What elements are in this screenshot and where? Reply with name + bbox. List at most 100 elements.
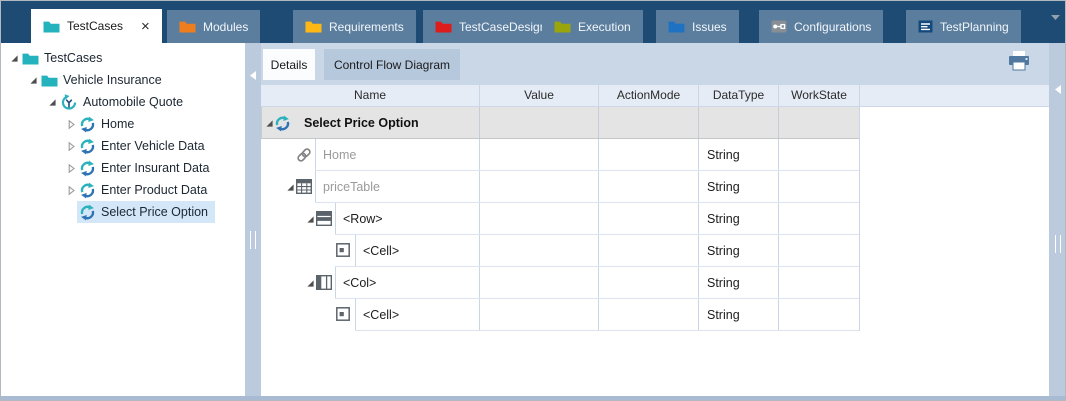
grid-row-cell-6[interactable]: <Cell> String: [261, 299, 859, 331]
tree-item-home[interactable]: Home: [1, 113, 245, 135]
datatype-cell[interactable]: String: [698, 299, 778, 331]
datatype-cell[interactable]: String: [698, 203, 778, 235]
tab-label: TestCaseDesign: [459, 19, 547, 34]
tab-modules[interactable]: Modules: [167, 10, 261, 43]
tab-testplanning[interactable]: TestPlanning: [906, 10, 1021, 43]
expanded-icon[interactable]: [264, 118, 274, 128]
teststep-icon: [79, 138, 96, 155]
tree-item-enter-vehicle-data[interactable]: Enter Vehicle Data: [1, 135, 245, 157]
value-cell[interactable]: [479, 267, 598, 299]
tab-details[interactable]: Details: [263, 49, 315, 80]
workstate-cell[interactable]: [778, 203, 859, 235]
tree-node[interactable]: TestCases: [20, 47, 109, 69]
grid-row-select-price-option-0[interactable]: Select Price Option: [261, 107, 859, 139]
datatype-cell-value: String: [707, 308, 740, 322]
workstate-cell[interactable]: [778, 235, 859, 267]
tab-control-flow-diagram[interactable]: Control Flow Diagram: [324, 49, 460, 80]
chevron-down-icon[interactable]: [1051, 15, 1060, 20]
tree-item-enter-insurant-data[interactable]: Enter Insurant Data: [1, 157, 245, 179]
close-icon[interactable]: ×: [141, 17, 150, 35]
grid-column-header-workstate[interactable]: WorkState: [778, 85, 859, 106]
tree-node[interactable]: Enter Vehicle Data: [77, 135, 212, 157]
actionmode-cell[interactable]: [598, 203, 698, 235]
tree-node[interactable]: Select Price Option: [77, 201, 215, 223]
tree-item-label: Enter Product Data: [101, 183, 208, 197]
expanded-icon[interactable]: [28, 75, 38, 85]
tab-execution[interactable]: Execution: [542, 10, 643, 43]
value-cell[interactable]: [479, 107, 598, 139]
tab-configurations[interactable]: Configurations: [759, 10, 884, 43]
row-separator: [315, 202, 859, 203]
grid-row-row-3[interactable]: <Row> String: [261, 203, 859, 235]
value-cell[interactable]: [479, 235, 598, 267]
grid-column-header-value[interactable]: Value: [479, 85, 598, 106]
workstate-cell[interactable]: [778, 139, 859, 171]
tree-item-label: Select Price Option: [101, 205, 208, 219]
workstate-cell[interactable]: [778, 299, 859, 331]
value-cell[interactable]: [479, 171, 598, 203]
printer-icon[interactable]: [1007, 51, 1031, 71]
workstate-cell[interactable]: [778, 107, 859, 139]
folder-icon: [179, 20, 196, 33]
actionmode-cell[interactable]: [598, 139, 698, 171]
grid-column-header-actionmode[interactable]: ActionMode: [598, 85, 698, 106]
collapsed-icon[interactable]: [66, 119, 76, 130]
tree-node[interactable]: Enter Insurant Data: [77, 157, 216, 179]
expanded-icon[interactable]: [305, 278, 315, 288]
actionmode-cell[interactable]: [598, 299, 698, 331]
tab-issues[interactable]: Issues: [656, 10, 739, 43]
actionmode-cell[interactable]: [598, 267, 698, 299]
tree-item-vehicle-insurance[interactable]: Vehicle Insurance: [1, 69, 245, 91]
right-splitter[interactable]: [1049, 43, 1065, 396]
grid-column-header-datatype[interactable]: DataType: [698, 85, 778, 106]
tab-testcasedesign[interactable]: TestCaseDesign: [423, 10, 559, 43]
datatype-cell[interactable]: String: [698, 267, 778, 299]
grid-row-col-5[interactable]: <Col> String: [261, 267, 859, 299]
tree-node[interactable]: Vehicle Insurance: [39, 69, 169, 91]
tree-node[interactable]: Enter Product Data: [77, 179, 214, 201]
collapse-left-icon[interactable]: [1055, 85, 1061, 94]
expanded-icon[interactable]: [9, 53, 19, 63]
left-splitter[interactable]: [245, 43, 261, 396]
name-cell: <Row>: [335, 203, 479, 235]
workstate-cell[interactable]: [778, 267, 859, 299]
grid-row-pricetable-2[interactable]: priceTable String: [261, 171, 859, 203]
grid-row-cell-4[interactable]: <Cell> String: [261, 235, 859, 267]
datatype-cell[interactable]: [698, 107, 778, 139]
collapsed-icon[interactable]: [66, 163, 76, 174]
workstate-cell[interactable]: [778, 171, 859, 203]
collapsed-icon[interactable]: [66, 185, 76, 196]
tree-item-testcases[interactable]: TestCases: [1, 47, 245, 69]
row-name-label: Home: [323, 148, 357, 162]
datatype-cell[interactable]: String: [698, 139, 778, 171]
value-cell[interactable]: [479, 139, 598, 171]
expanded-icon[interactable]: [285, 182, 295, 192]
tree-item-automobile-quote[interactable]: Automobile Quote: [1, 91, 245, 113]
collapsed-icon[interactable]: [66, 141, 76, 152]
actionmode-cell[interactable]: [598, 235, 698, 267]
actionmode-cell[interactable]: [598, 171, 698, 203]
tree-node[interactable]: Automobile Quote: [58, 91, 190, 113]
tab-testcases[interactable]: TestCases ×: [31, 9, 162, 43]
tree-item-select-price-option[interactable]: Select Price Option: [1, 201, 245, 223]
tree-item-enter-product-data[interactable]: Enter Product Data: [1, 179, 245, 201]
link-icon: [296, 147, 312, 163]
tree-node[interactable]: Home: [77, 113, 141, 135]
tree-item-label: Home: [101, 117, 135, 131]
splitter-grip: [1055, 235, 1061, 253]
grid-column-header-name[interactable]: Name: [353, 88, 386, 102]
grid-row-home-1[interactable]: Home String: [261, 139, 859, 171]
datatype-cell-value: String: [707, 244, 740, 258]
collapse-left-icon[interactable]: [250, 71, 256, 80]
actionmode-cell[interactable]: [598, 107, 698, 139]
datatype-cell[interactable]: String: [698, 171, 778, 203]
expanded-icon[interactable]: [305, 214, 315, 224]
datatype-cell[interactable]: String: [698, 235, 778, 267]
folder-icon: [305, 20, 322, 33]
expanded-icon[interactable]: [47, 97, 57, 107]
testcase-tree: TestCases Vehicle Insurance Automobile Quo…: [1, 43, 245, 396]
value-cell[interactable]: [479, 203, 598, 235]
tab-requirements[interactable]: Requirements: [293, 10, 416, 43]
value-cell[interactable]: [479, 299, 598, 331]
